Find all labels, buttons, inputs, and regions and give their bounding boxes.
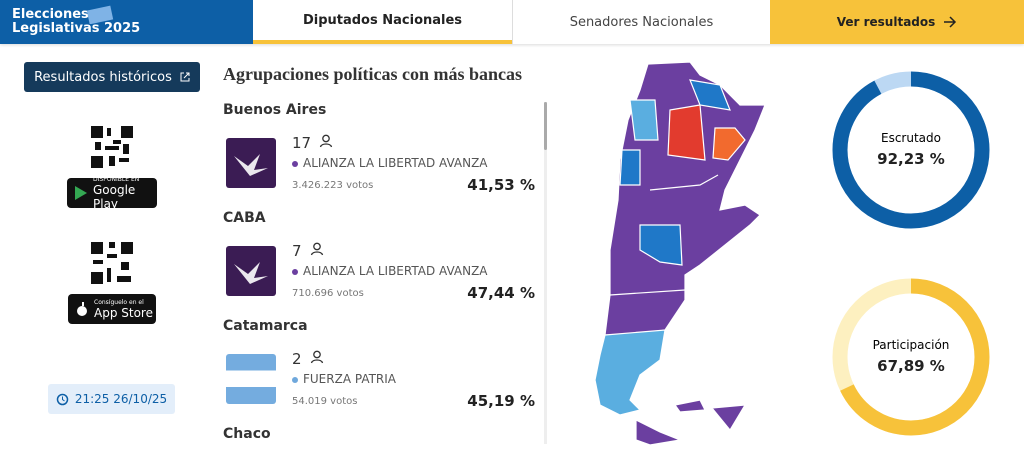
clock-icon [56,393,69,405]
icon-head [312,242,321,251]
scroll-thumb[interactable] [544,102,547,150]
province-name: Chaco [223,426,271,442]
results-button[interactable]: Ver resultados [770,0,1024,44]
seat-count: 17 [292,134,312,152]
timestamp: 21:25 26/10/25 [48,384,175,414]
apple-icon [77,302,87,316]
logo-shape [234,154,268,176]
label: Ver resultados [836,15,936,29]
gauge-label: Escrutado [881,131,941,145]
person-icon [310,242,323,256]
province-name: Catamarca [223,318,308,334]
party-card: 17 ALIANZA LA LIBERTAD AVANZA 3.426.223 vo… [223,128,543,208]
party-name: FUERZA PATRIA [303,372,397,386]
history-button[interactable]: Resultados históricos [24,62,200,92]
party-dot [292,268,298,275]
party-dot [292,160,298,167]
badge-small: DISPONIBLE EN [93,175,140,183]
percent: 41,53 % [467,176,535,194]
gauge-arc [832,278,990,436]
qr-code [89,240,135,286]
party: ALIANZA LA LIBERTAD AVANZA [292,264,488,278]
person-icon [319,134,333,148]
gauges: Escrutado 92,23 % Participación 67,89 % [832,71,990,436]
icon-body [319,143,333,148]
party: ALIANZA LA LIBERTAD AVANZA [292,156,488,170]
icon-head [312,350,321,359]
arrow-icon [944,16,957,28]
province-name: CABA [223,210,266,226]
party-card: 7 ALIANZA LA LIBERTAD AVANZA 710.696 votos… [223,236,543,316]
badge-small: Consíguelo en el [94,298,144,306]
party-name: ALIANZA LA LIBERTAD AVANZA [303,156,488,170]
logo-line: Legislativas 2025 [12,21,141,36]
seats: 7 [292,242,324,260]
person-icon [310,350,323,364]
badge-text: Google Play [93,182,136,211]
label: Resultados históricos [34,69,172,85]
logo[interactable]: Elecciones Legislativas 2025 [0,0,253,44]
google-play-badge[interactable]: DISPONIBLE EN Google Play [67,175,157,211]
badge-text: App Store [94,305,153,320]
icon-body [310,359,323,364]
party-name: ALIANZA LA LIBERTAD AVANZA [303,264,488,278]
percent: 47,44 % [467,284,535,302]
party-dot [292,376,298,383]
logo-line: Elecciones [12,7,89,22]
app-store-badge[interactable]: Consíguelo en el App Store [68,294,156,324]
party-card: 2 FUERZA PATRIA 54.019 votos 45,19 % [223,344,543,424]
logo-shape [234,262,268,284]
party-logo [226,354,276,404]
logo-mark [234,262,268,284]
seats: 17 [292,134,333,152]
external-icon [180,72,190,82]
gauge-value: 67,89 % [877,357,945,375]
party-logo [226,138,276,188]
gauge-label: Participación [873,338,950,352]
votes: 710.696 votos [292,288,364,299]
scrollbar [544,102,547,444]
list-title: Agrupaciones políticas con más bancas [223,64,523,84]
icon-head [322,134,330,143]
map[interactable] [590,55,780,455]
tab[interactable]: Diputados Nacionales [253,0,512,44]
percent: 45,19 % [467,392,535,410]
gauge-arc [832,71,990,229]
party-logo [226,246,276,296]
qr-code [89,124,135,170]
play-icon [75,186,87,200]
tab[interactable]: Senadores Nacionales [512,0,770,44]
icon-body [310,251,323,256]
party: FUERZA PATRIA [292,372,396,386]
votes: 54.019 votos [292,396,358,407]
top-bar: Elecciones Legislativas 2025 Diputados N… [0,0,1024,44]
party-list: Buenos Aires 17 ALIANZA LA LIBERTAD AVANZA… [223,100,543,445]
time-text: 21:25 26/10/25 [74,392,168,406]
seat-count: 2 [292,350,302,368]
seats: 2 [292,350,324,368]
votes: 3.426.223 votos [292,180,374,191]
logo-mark [234,154,268,176]
logo-icon [86,5,114,24]
seat-count: 7 [292,242,302,260]
gauge-value: 92,23 % [877,150,945,168]
province-name: Buenos Aires [223,102,327,118]
